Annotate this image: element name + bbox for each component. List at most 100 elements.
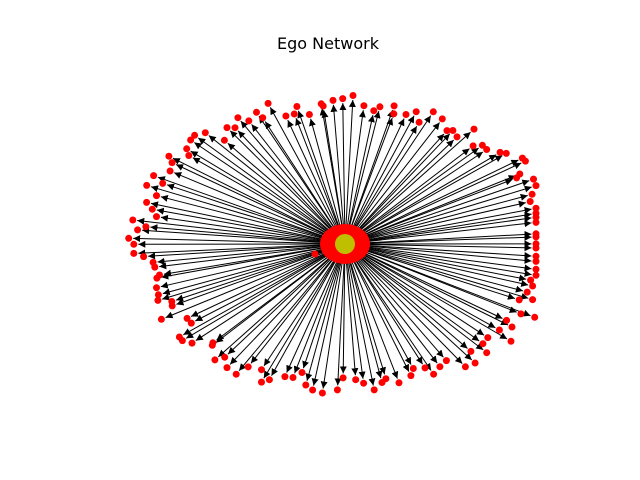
edge-99 [295, 118, 346, 245]
edge-127 [344, 162, 522, 245]
neighbor-node-113 [412, 108, 420, 116]
edge-139 [344, 233, 532, 245]
edge-2 [344, 243, 532, 260]
edge-48 [229, 243, 346, 365]
edge-87 [194, 142, 346, 245]
neighbor-node-47 [232, 370, 240, 378]
edge-91 [229, 130, 346, 245]
edge-21 [344, 243, 473, 361]
neighbor-node-7 [529, 282, 537, 290]
neighbor-node-105 [339, 95, 347, 103]
edge-122 [344, 147, 479, 245]
neighbor-node-75 [153, 213, 160, 221]
edge-24 [344, 243, 438, 364]
neighbor-node-109 [376, 103, 384, 111]
neighbor-node-78 [153, 192, 160, 200]
edge-10 [344, 243, 516, 300]
neighbor-node-121 [469, 142, 477, 150]
neighbor-node-16 [507, 337, 515, 345]
edge-84 [172, 157, 346, 245]
neighbor-node-45 [258, 366, 265, 374]
edge-121 [344, 148, 470, 245]
edge-37 [320, 243, 346, 389]
neighbor-node-6 [527, 276, 535, 284]
edge-93 [240, 120, 346, 245]
edge-29 [344, 243, 399, 379]
neighbor-node-68 [140, 253, 148, 261]
neighbor-node-92 [231, 124, 239, 132]
edge-72 [142, 227, 346, 245]
edge-73 [150, 224, 346, 245]
neighbor-node-88 [191, 131, 199, 139]
neighbor-node-70 [130, 240, 138, 248]
neighbor-node-23 [442, 357, 450, 365]
edge-18 [344, 243, 480, 342]
edge-13 [344, 243, 503, 319]
edge-118 [344, 133, 451, 245]
edge-74 [137, 217, 346, 245]
edge-35 [339, 243, 347, 374]
neighbor-node-10 [515, 296, 523, 304]
edge-46 [250, 243, 346, 364]
edge-100 [297, 110, 346, 245]
neighbor-node-67 [149, 258, 157, 266]
node-layer [125, 92, 540, 397]
neighbor-node-36 [333, 386, 341, 394]
neighbor-node-12 [517, 310, 525, 318]
neighbor-node-107 [360, 102, 368, 110]
edge-106 [344, 99, 356, 245]
neighbor-node-52 [209, 339, 217, 347]
edge-20 [344, 243, 468, 349]
neighbor-node-90 [220, 136, 228, 144]
edge-43 [271, 243, 346, 377]
neighbor-node-50 [211, 356, 219, 364]
edge-9 [344, 243, 529, 300]
neighbor-node-79 [143, 181, 151, 189]
edge-23 [344, 243, 444, 358]
edge-15 [344, 243, 496, 329]
neighbor-node-61 [154, 296, 162, 304]
neighbor-node-62 [154, 291, 162, 299]
edge-6 [344, 243, 527, 282]
edge-97 [269, 107, 346, 245]
edge-25 [344, 243, 432, 371]
edge-101 [309, 118, 346, 245]
neighbor-node-5 [532, 271, 540, 279]
edge-3 [344, 243, 532, 264]
neighbor-node-95 [253, 108, 260, 116]
neighbor-node-37 [318, 389, 326, 397]
neighbor-node-137 [532, 218, 540, 226]
edge-117 [344, 133, 445, 245]
neighbor-node-18 [479, 340, 487, 348]
neighbor-node-80 [159, 179, 167, 187]
neighbor-node-27 [409, 365, 417, 372]
neighbor-node-77 [143, 198, 151, 206]
neighbor-node-3 [532, 257, 540, 265]
neighbor-node-43 [265, 376, 273, 384]
neighbor-node-83 [168, 159, 176, 167]
edge-19 [344, 243, 484, 351]
edge-47 [238, 243, 346, 372]
neighbor-node-48 [223, 364, 231, 372]
neighbor-node-17 [484, 334, 492, 342]
edge-125 [344, 155, 503, 245]
neighbor-node-76 [148, 205, 156, 213]
neighbor-node-120 [470, 125, 478, 133]
neighbor-node-123 [483, 146, 491, 153]
neighbor-node-129 [513, 174, 521, 182]
neighbor-node-21 [471, 359, 479, 367]
edge-32 [344, 243, 376, 386]
neighbor-node-86 [183, 145, 191, 153]
edge-80 [166, 183, 346, 245]
neighbor-node-39 [302, 381, 310, 389]
neighbor-node-31 [378, 379, 386, 386]
edge-116 [344, 122, 440, 245]
neighbor-node-2 [532, 252, 540, 260]
edge-130 [344, 179, 530, 245]
neighbor-node-97 [264, 99, 272, 107]
edge-89 [208, 135, 346, 245]
edge-86 [190, 150, 346, 245]
neighbor-node-116 [438, 115, 446, 123]
neighbor-node-13 [503, 316, 511, 324]
edge-90 [227, 142, 346, 245]
